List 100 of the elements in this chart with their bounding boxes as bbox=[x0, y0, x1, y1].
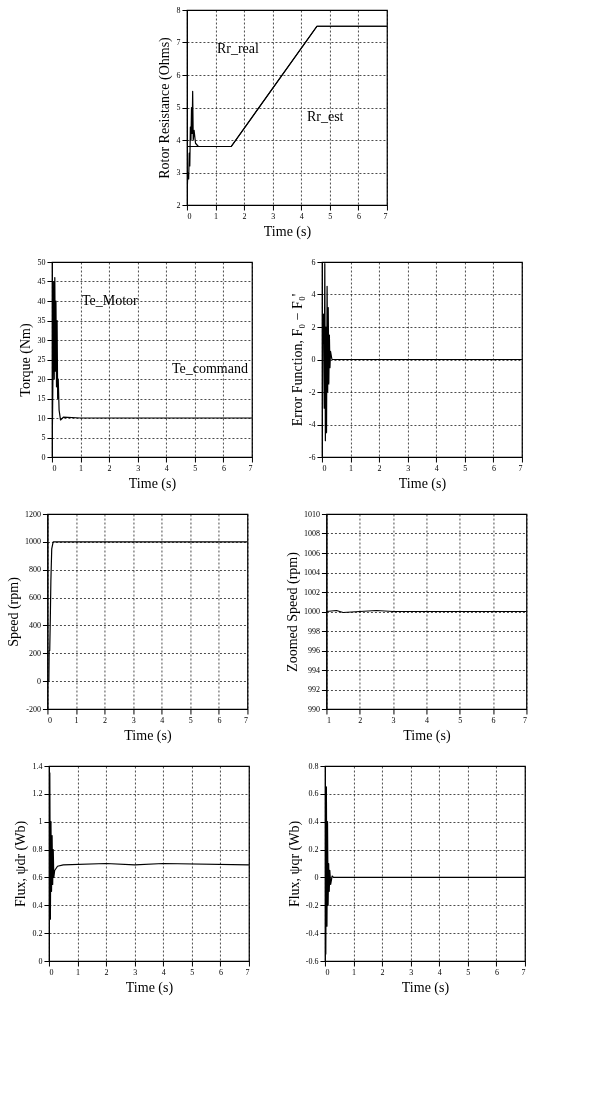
y-tick-label: 4 bbox=[311, 290, 316, 299]
y-tick-label: 1010 bbox=[303, 509, 320, 519]
x-tick-label: 3 bbox=[133, 967, 138, 977]
x-axis-title: Time (s) bbox=[128, 475, 177, 492]
y-tick-label: 45 bbox=[37, 277, 46, 286]
x-tick-label: 0 bbox=[49, 967, 54, 977]
y-tick-label: 994 bbox=[307, 665, 320, 675]
y-tick-label: 600 bbox=[28, 593, 41, 603]
x-tick-label: 7 bbox=[243, 715, 248, 725]
y-tick-label: 200 bbox=[28, 648, 41, 658]
y-tick-label: 2 bbox=[176, 200, 181, 210]
x-tick-label: 2 bbox=[377, 463, 382, 473]
y-axis-title: Rotor Resistance (Ohms) bbox=[157, 36, 174, 179]
y-tick-label: 30 bbox=[37, 335, 46, 345]
y-tick-label: 0.8 bbox=[32, 845, 43, 855]
y-tick-label: 1008 bbox=[303, 529, 320, 538]
y-tick-label: 0.8 bbox=[308, 761, 319, 771]
y-tick-label: 998 bbox=[307, 626, 320, 636]
y-tick-label: 0.6 bbox=[32, 872, 43, 882]
x-tick-label: 6 bbox=[491, 715, 496, 725]
x-tick-label: 2 bbox=[358, 715, 363, 725]
y-axis-title: Error Function, F₀ − F₀' bbox=[289, 293, 305, 427]
y-tick-label: -0.2 bbox=[305, 900, 319, 910]
y-tick-label: -6 bbox=[308, 452, 316, 462]
y-tick-label: -4 bbox=[308, 420, 316, 429]
y-tick-label: -200 bbox=[26, 704, 41, 714]
x-tick-label: 5 bbox=[193, 463, 198, 473]
x-axis-title: Time (s) bbox=[401, 979, 450, 996]
y-tick-label: 0.4 bbox=[308, 817, 319, 827]
x-tick-label: 3 bbox=[409, 967, 414, 977]
y-tick-label: -0.6 bbox=[305, 956, 319, 966]
x-tick-label: 6 bbox=[491, 463, 496, 473]
x-tick-label: 7 bbox=[518, 463, 523, 473]
y-tick-label: 1006 bbox=[303, 548, 320, 558]
x-axis-title: Time (s) bbox=[125, 979, 174, 996]
y-tick-label: 4 bbox=[176, 135, 181, 145]
y-tick-label: 1000 bbox=[24, 537, 41, 547]
x-tick-label: 4 bbox=[437, 967, 442, 977]
x-tick-label: 1 bbox=[326, 715, 331, 725]
y-tick-label: 5 bbox=[41, 433, 46, 442]
y-tick-label: 10 bbox=[37, 413, 46, 423]
x-tick-label: 1 bbox=[76, 967, 81, 977]
x-tick-label: 0 bbox=[322, 463, 327, 473]
x-tick-label: 1 bbox=[214, 211, 219, 221]
y-tick-label: -2 bbox=[308, 387, 316, 397]
y-tick-label: 800 bbox=[28, 565, 41, 575]
y-tick-label: 0 bbox=[311, 355, 316, 364]
y-tick-label: 990 bbox=[307, 704, 320, 714]
y-tick-label: 0 bbox=[41, 452, 46, 462]
annotation: Te_Motor bbox=[81, 293, 139, 308]
x-tick-label: 3 bbox=[136, 463, 141, 473]
x-tick-label: 5 bbox=[188, 715, 193, 725]
x-tick-label: 5 bbox=[458, 715, 463, 725]
x-tick-label: 3 bbox=[131, 715, 136, 725]
x-tick-label: 1 bbox=[349, 463, 354, 473]
y-tick-label: 25 bbox=[37, 355, 46, 364]
y-tick-label: 35 bbox=[37, 316, 46, 325]
y-tick-label: 1200 bbox=[24, 509, 41, 519]
x-tick-label: 3 bbox=[406, 463, 411, 473]
x-tick-label: 0 bbox=[52, 463, 57, 473]
x-tick-label: 2 bbox=[380, 967, 385, 977]
x-tick-label: 6 bbox=[356, 211, 361, 221]
y-tick-label: 0.6 bbox=[308, 789, 319, 799]
x-tick-label: 3 bbox=[391, 715, 396, 725]
y-tick-label: 15 bbox=[37, 394, 46, 403]
x-tick-label: 4 bbox=[160, 715, 165, 725]
y-tick-label: 1 bbox=[38, 817, 43, 827]
y-tick-label: 20 bbox=[37, 374, 46, 384]
x-tick-label: 6 bbox=[221, 463, 226, 473]
x-tick-label: 7 bbox=[521, 967, 526, 977]
x-tick-label: 7 bbox=[245, 967, 250, 977]
y-tick-label: 1.2 bbox=[32, 789, 43, 799]
y-tick-label: 2 bbox=[311, 322, 316, 332]
x-tick-label: 7 bbox=[522, 715, 527, 725]
annotation: Te_command bbox=[171, 361, 248, 377]
y-tick-label: 5 bbox=[176, 103, 181, 112]
y-tick-label: 3 bbox=[176, 168, 181, 177]
x-tick-label: 6 bbox=[494, 967, 499, 977]
y-tick-label: 6 bbox=[311, 257, 316, 267]
y-axis-title: Speed (rpm) bbox=[5, 576, 22, 647]
x-tick-label: 2 bbox=[242, 211, 247, 221]
y-tick-label: 1.4 bbox=[32, 761, 43, 771]
y-tick-label: 0.2 bbox=[32, 928, 43, 938]
x-tick-label: 6 bbox=[218, 967, 223, 977]
x-tick-label: 5 bbox=[190, 967, 195, 977]
x-tick-label: 7 bbox=[383, 211, 388, 221]
y-tick-label: 1004 bbox=[303, 568, 320, 577]
y-tick-label: -0.4 bbox=[305, 928, 319, 938]
x-tick-label: 7 bbox=[248, 463, 253, 473]
y-tick-label: 0.4 bbox=[32, 900, 43, 910]
y-tick-label: 992 bbox=[307, 685, 320, 694]
annotation: Rr_real bbox=[216, 41, 260, 56]
y-tick-label: 6 bbox=[176, 70, 181, 80]
x-tick-label: 4 bbox=[434, 463, 439, 473]
y-axis-title: Flux, ψqr (Wb) bbox=[286, 820, 303, 908]
y-tick-label: 40 bbox=[37, 296, 46, 306]
x-tick-label: 5 bbox=[328, 211, 333, 221]
x-tick-label: 4 bbox=[164, 463, 169, 473]
y-tick-label: 400 bbox=[28, 620, 41, 630]
y-axis-title: Zoomed Speed (rpm) bbox=[284, 551, 301, 672]
